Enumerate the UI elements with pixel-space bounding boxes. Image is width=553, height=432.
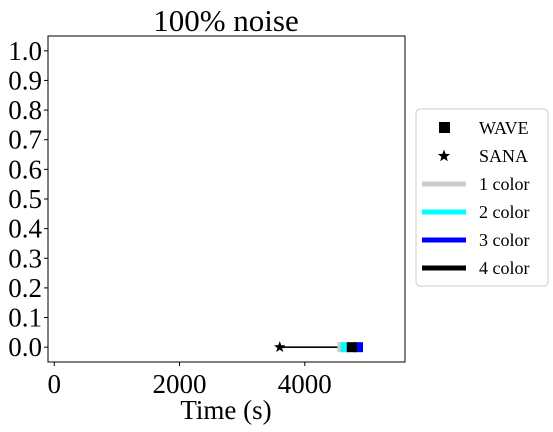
data-point-star bbox=[274, 341, 286, 353]
data-point-square bbox=[340, 342, 351, 353]
y-tick-label: 0.8 bbox=[8, 95, 42, 125]
legend-item: WAVE bbox=[439, 118, 529, 138]
y-tick-label: 0.2 bbox=[8, 273, 42, 303]
x-tick-label: 4000 bbox=[278, 369, 332, 399]
y-tick-label: 0.7 bbox=[8, 125, 42, 155]
x-axis-label: Time (s) bbox=[180, 395, 271, 425]
y-tick-label: 0.9 bbox=[8, 65, 42, 95]
legend-label: SANA bbox=[479, 146, 528, 166]
legend: WAVE SANA 1 color 2 color 3 color 4 color bbox=[415, 108, 549, 287]
y-tick-label: 0.1 bbox=[8, 303, 42, 333]
data-point-square bbox=[346, 342, 357, 353]
y-tick-label: 0.5 bbox=[8, 184, 42, 214]
x-tick-label: 2000 bbox=[153, 369, 207, 399]
y-tick-label: 0.6 bbox=[8, 154, 42, 184]
y-tick-label: 0.4 bbox=[8, 214, 42, 244]
legend-label: 4 color bbox=[479, 258, 529, 278]
legend-item: 4 color bbox=[422, 258, 529, 278]
plot-frame bbox=[47, 35, 406, 363]
y-axis: 0.00.10.20.30.40.50.60.70.80.91.0 bbox=[8, 36, 48, 362]
y-tick-label: 1.0 bbox=[8, 36, 42, 66]
y-tick-label: 0.3 bbox=[8, 243, 42, 273]
legend-item: 1 color bbox=[422, 174, 529, 194]
legend-label: 3 color bbox=[479, 230, 529, 250]
legend-item: SANA bbox=[437, 146, 528, 166]
x-tick-label: 0 bbox=[48, 369, 62, 399]
legend-item: 2 color bbox=[422, 202, 529, 222]
data-layer bbox=[274, 341, 364, 353]
y-tick-label: 0.0 bbox=[8, 332, 42, 362]
legend-star-marker bbox=[437, 149, 451, 162]
legend-label: 2 color bbox=[479, 202, 529, 222]
chart-title: 100% noise bbox=[153, 3, 299, 38]
legend-items: WAVE SANA 1 color 2 color 3 color 4 color bbox=[422, 118, 529, 278]
x-axis: 0 2000 4000 bbox=[48, 362, 332, 399]
legend-label: 1 color bbox=[479, 174, 529, 194]
legend-square-marker bbox=[439, 122, 450, 133]
data-point-square bbox=[353, 342, 364, 353]
legend-label: WAVE bbox=[479, 118, 529, 138]
legend-item: 3 color bbox=[422, 230, 529, 250]
